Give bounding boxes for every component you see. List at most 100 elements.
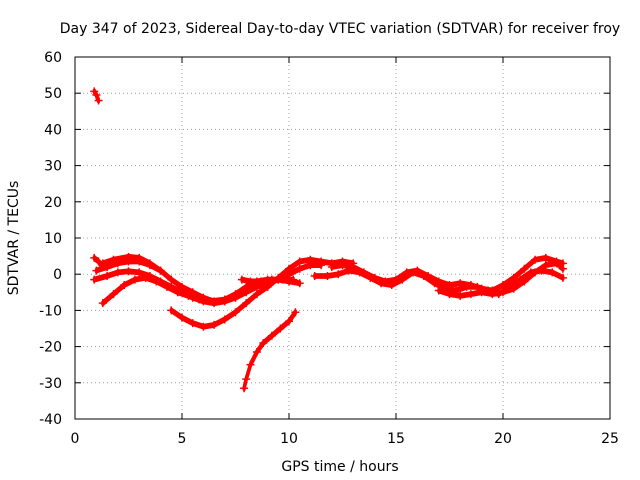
y-tick-label: 0 [53,267,62,283]
data-point [257,277,266,286]
data-point [509,273,518,282]
data-points [90,87,567,393]
data-point [120,281,129,290]
data-point [252,290,261,299]
data-point [499,281,507,290]
data-point [199,322,208,331]
data-point [98,299,107,308]
axis-ticks: 0 5 10 15 20 25 -40 -30 -20 -10 0 10 20 30 40 50 60 [39,50,619,447]
data-point [267,275,276,284]
data-point [402,268,411,277]
data-point [103,272,112,281]
data-point [220,295,229,304]
data-point [295,279,304,288]
data-point [178,282,186,291]
x-tick-label: 10 [280,431,298,447]
data-point [456,291,465,300]
data-point [434,277,443,286]
data-point [466,281,475,290]
data-point [252,348,261,357]
x-tick-label: 20 [494,431,512,447]
data-point [141,273,150,282]
x-tick-label: 5 [178,431,187,447]
data-point [291,308,300,317]
data-point [445,290,454,299]
y-axis-label: SDTVAR / TECUs [6,181,22,296]
data-point [167,275,176,284]
x-axis-label: GPS time / hours [281,459,398,475]
data-point [424,272,433,281]
data-point [156,266,165,275]
series-track-12 [434,259,567,300]
data-point [188,319,197,328]
data-point [94,96,103,105]
series-track-9 [237,275,298,286]
data-point [246,277,255,286]
data-point [242,282,251,291]
data-point [558,273,567,282]
data-point [456,279,465,288]
data-point [205,297,214,306]
y-tick-label: 10 [44,231,62,247]
series-band [240,279,295,285]
data-point [285,264,293,273]
data-point [178,313,186,322]
series-track-11 [327,253,567,295]
data-point [306,255,315,264]
data-point [135,268,144,277]
data-point [113,259,122,268]
data-point [163,282,172,291]
data-point [338,261,347,270]
data-point [94,257,103,266]
data-point [267,331,276,340]
data-point [552,259,561,268]
y-tick-label: 30 [44,159,62,175]
data-point [242,299,251,308]
data-point [263,282,272,291]
data-point [278,275,287,284]
data-point [413,266,422,275]
data-point [113,268,122,277]
x-tick-label: 15 [387,431,405,447]
data-point [167,306,176,315]
series-track-1 [90,87,103,105]
y-tick-label: -30 [39,376,62,392]
data-point [334,270,343,279]
data-point [381,277,390,286]
data-point [109,290,118,299]
data-point [434,286,443,295]
data-point [541,261,550,270]
data-point [548,268,557,277]
data-point [370,273,379,282]
data-point [392,275,400,284]
data-point [349,262,358,271]
grid-lines [75,57,610,419]
y-tick-label: 20 [44,195,62,211]
data-point [317,257,326,266]
data-point [310,272,319,281]
data-point [488,290,497,299]
data-point [445,281,454,290]
data-point [124,267,133,276]
y-tick-label: -10 [39,303,62,319]
data-point [242,375,251,384]
x-tick-label: 25 [601,431,619,447]
data-point [259,338,268,347]
data-point [541,253,550,262]
data-point [246,360,255,369]
data-point [520,277,529,286]
series-track-6 [92,257,165,275]
data-point [124,257,133,266]
data-point [558,264,567,273]
data-point [90,275,99,284]
data-point [509,284,518,293]
data-point [173,288,182,297]
data-point [231,308,240,317]
y-tick-label: 50 [44,86,62,102]
y-tick-label: 60 [44,50,62,66]
data-point [195,295,204,304]
data-point [477,288,486,297]
data-point [499,288,507,297]
data-point [520,264,529,273]
